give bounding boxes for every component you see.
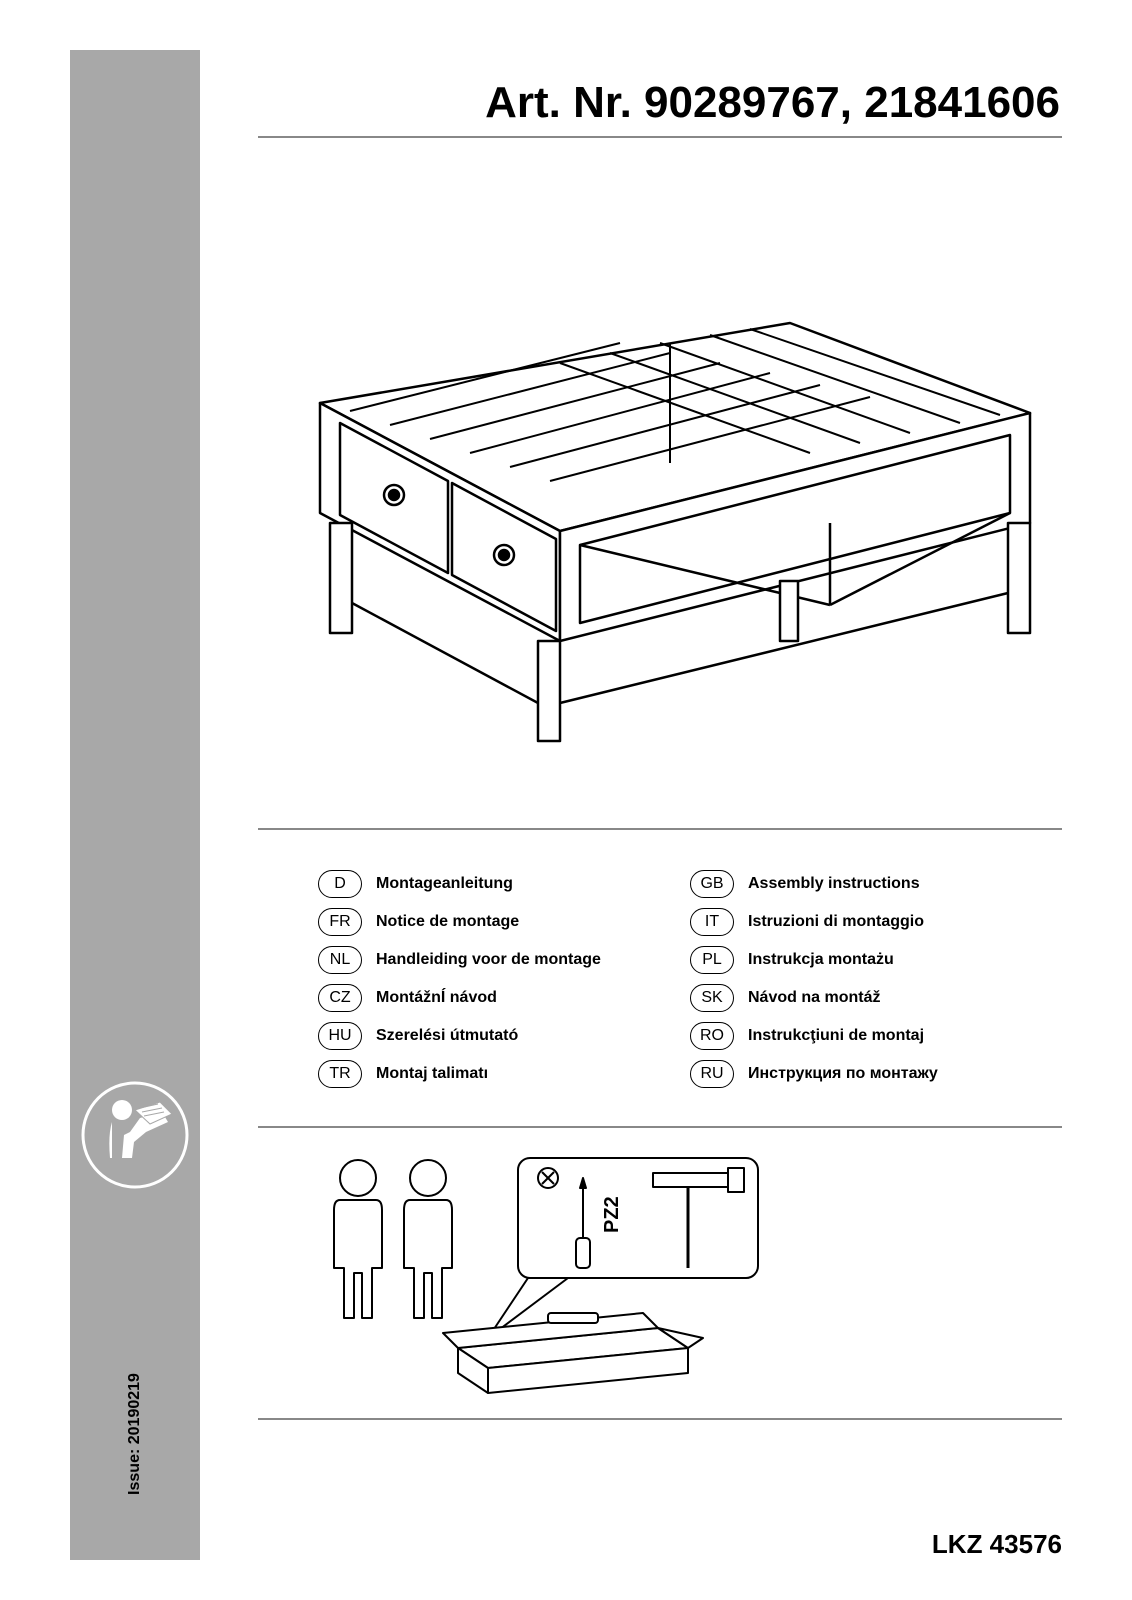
lang-row: SK Návod na montáž bbox=[690, 984, 1062, 1012]
sidebar: Issue: 20190219 bbox=[70, 50, 200, 1560]
lang-code-badge: TR bbox=[318, 1060, 362, 1088]
issue-label: Issue: 20190219 bbox=[126, 1373, 144, 1495]
divider-3 bbox=[258, 1418, 1062, 1420]
lang-label: Montaj talimatı bbox=[376, 1065, 488, 1083]
lang-label: Instrukcja montażu bbox=[748, 951, 894, 969]
lang-row: GB Assembly instructions bbox=[690, 870, 1062, 898]
lang-row: D Montageanleitung bbox=[318, 870, 690, 898]
lang-label: MontážnÍ návod bbox=[376, 989, 497, 1007]
lang-code-badge: SK bbox=[690, 984, 734, 1012]
tools-section: PZ2 bbox=[258, 1128, 1062, 1418]
lang-code-badge: CZ bbox=[318, 984, 362, 1012]
lang-label: Инструкция по монтажу bbox=[748, 1065, 938, 1083]
lang-code-badge: RO bbox=[690, 1022, 734, 1050]
lang-label: Instrukcţiuni de montaj bbox=[748, 1027, 924, 1045]
lang-code-badge: FR bbox=[318, 908, 362, 936]
lang-label: Montageanleitung bbox=[376, 875, 513, 893]
lang-row: CZ MontážnÍ návod bbox=[318, 984, 690, 1012]
lang-label: Návod na montáž bbox=[748, 989, 880, 1007]
read-manual-icon bbox=[80, 1080, 190, 1190]
lang-label: Szerelési útmutató bbox=[376, 1027, 518, 1045]
lang-code-badge: HU bbox=[318, 1022, 362, 1050]
lang-label: Notice de montage bbox=[376, 913, 519, 931]
lang-row: NL Handleiding voor de montage bbox=[318, 946, 690, 974]
language-section: D Montageanleitung FR Notice de montage NL… bbox=[258, 830, 1062, 1126]
language-column-left: D Montageanleitung FR Notice de montage NL… bbox=[318, 860, 690, 1098]
lang-code-badge: D bbox=[318, 870, 362, 898]
lang-label: Istruzioni di montaggio bbox=[748, 913, 924, 931]
lang-row: TR Montaj talimatı bbox=[318, 1060, 690, 1088]
lang-label: Assembly instructions bbox=[748, 875, 920, 893]
article-number-title: Art. Nr. 90289767, 21841606 bbox=[258, 78, 1062, 138]
main-content: Art. Nr. 90289767, 21841606 bbox=[200, 50, 1062, 1560]
lang-code-badge: RU bbox=[690, 1060, 734, 1088]
lang-code-badge: NL bbox=[318, 946, 362, 974]
lang-row: RO Instrukcţiuni de montaj bbox=[690, 1022, 1062, 1050]
lang-code-badge: GB bbox=[690, 870, 734, 898]
product-diagram bbox=[258, 198, 1062, 828]
footer-code: LKZ 43576 bbox=[932, 1529, 1062, 1560]
lang-row: PL Instrukcja montażu bbox=[690, 946, 1062, 974]
lang-label: Handleiding voor de montage bbox=[376, 951, 601, 969]
lang-code-badge: PL bbox=[690, 946, 734, 974]
language-column-right: GB Assembly instructions IT Istruzioni di … bbox=[690, 860, 1062, 1098]
lang-row: HU Szerelési útmutató bbox=[318, 1022, 690, 1050]
lang-row: FR Notice de montage bbox=[318, 908, 690, 936]
tool-label: PZ2 bbox=[601, 1196, 623, 1233]
lang-code-badge: IT bbox=[690, 908, 734, 936]
lang-row: RU Инструкция по монтажу bbox=[690, 1060, 1062, 1088]
page: Issue: 20190219 Art. Nr. 90289767, 21841… bbox=[0, 0, 1132, 1600]
lang-row: IT Istruzioni di montaggio bbox=[690, 908, 1062, 936]
